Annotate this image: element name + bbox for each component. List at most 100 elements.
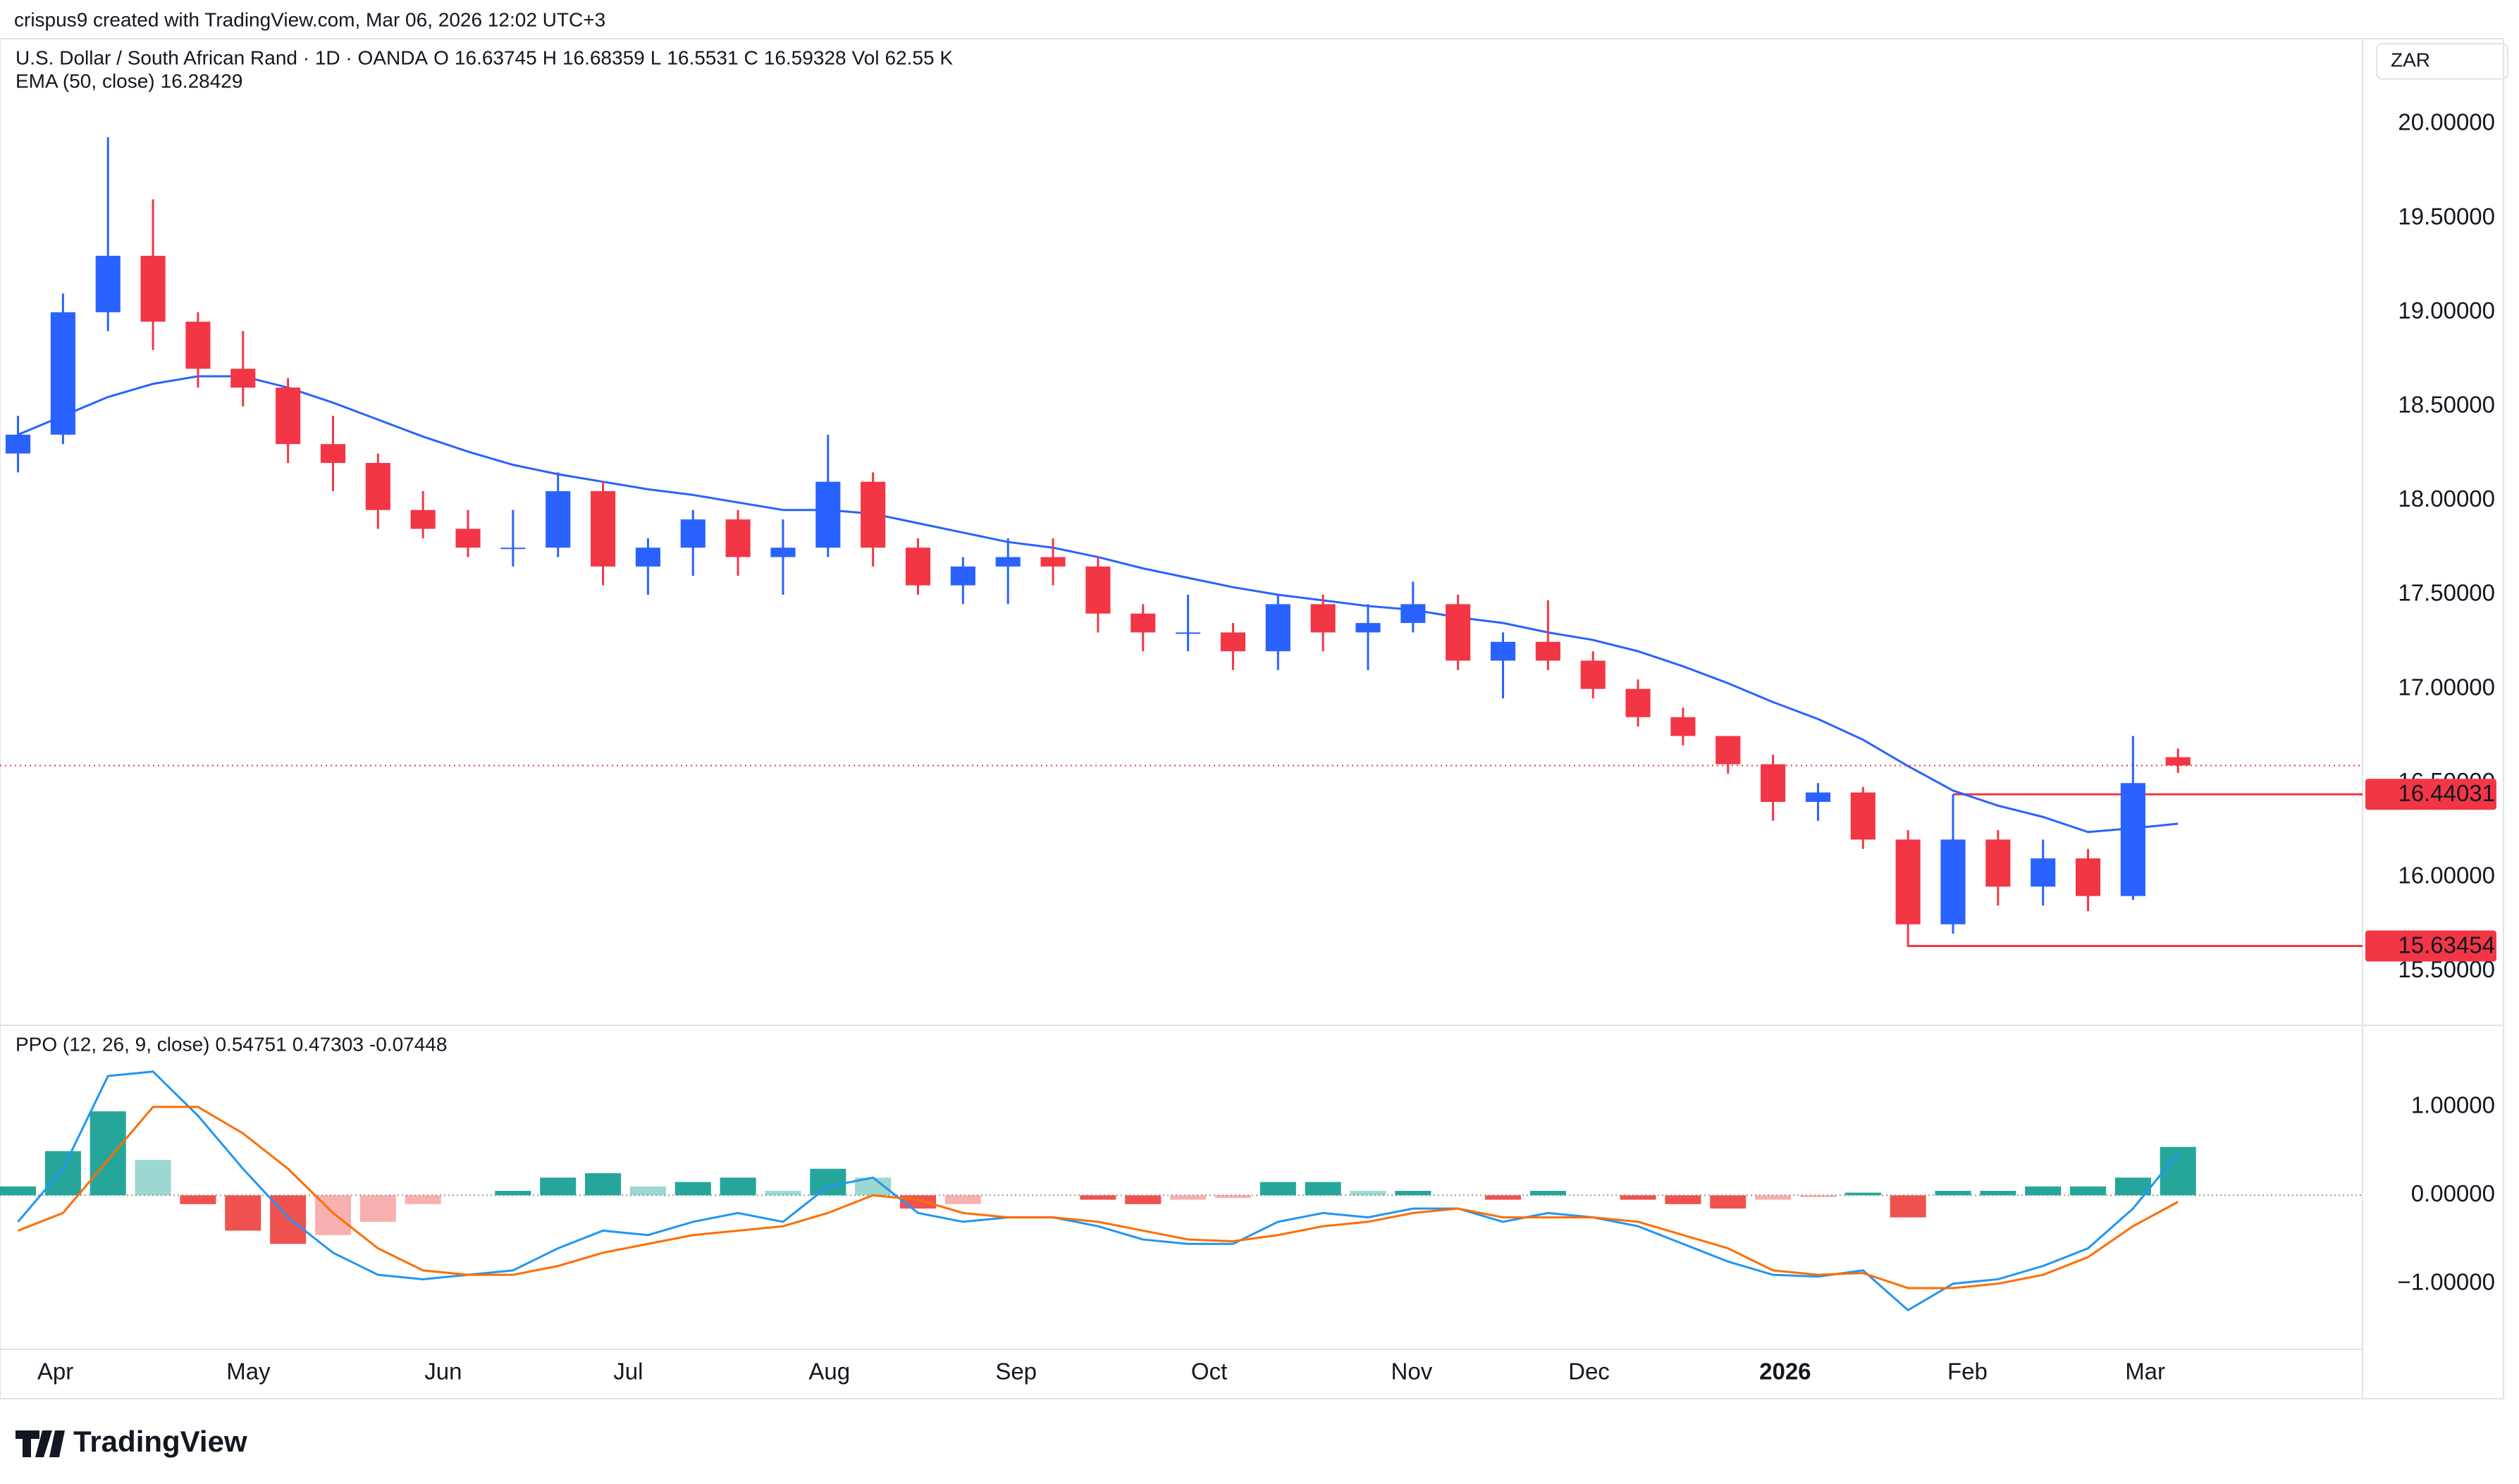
x-tick-label: Sep: [995, 1359, 1037, 1385]
candle-body: [1580, 660, 1606, 689]
x-tick-label: Nov: [1391, 1359, 1433, 1385]
ppo-histogram-bar: [359, 1195, 396, 1222]
ppo-histogram-bar: [1395, 1191, 1431, 1196]
ppo-histogram-bar: [1170, 1195, 1207, 1200]
ppo-histogram-bar: [1305, 1182, 1341, 1196]
candle-body: [995, 557, 1021, 567]
candle-body: [1400, 604, 1426, 624]
x-tick-label: May: [226, 1359, 271, 1385]
candle-body: [185, 321, 211, 369]
ppo-histogram-bar: [1890, 1195, 1926, 1218]
candle-body: [365, 462, 390, 510]
candle-body: [1670, 717, 1696, 736]
y-tick-label: 16.00000: [2398, 862, 2495, 889]
candle-body: [815, 481, 841, 548]
chart-frame: [0, 38, 2504, 1399]
candle-body: [140, 255, 166, 322]
symbol-title: U.S. Dollar / South African Rand · 1D · …: [16, 47, 428, 68]
candle-body: [680, 519, 706, 548]
ppo-histogram-bar: [1755, 1195, 1792, 1200]
candle-body: [1805, 792, 1831, 802]
ppo-histogram-bar: [765, 1191, 801, 1196]
currency[interactable]: ZAR: [2391, 49, 2430, 70]
y-tick-label: 19.00000: [2398, 297, 2495, 323]
ppo-histogram-bar: [675, 1182, 711, 1196]
ppo-histogram-bar: [1620, 1195, 1656, 1200]
ppo-histogram-bar: [1214, 1195, 1251, 1199]
ppo-histogram-bar: [1484, 1195, 1522, 1200]
ohlc-label: L: [651, 47, 662, 68]
y-tick-label: 17.50000: [2398, 580, 2495, 606]
ohlc-label: C: [744, 47, 758, 68]
ppo-histogram-bar: [495, 1191, 531, 1196]
ppo-histogram-bar: [1980, 1191, 2016, 1196]
candle-body: [1131, 613, 1156, 633]
level-label: 16.44031: [2398, 780, 2495, 806]
ppo-histogram-bar: [944, 1195, 981, 1204]
ppo-histogram-bar: [2069, 1186, 2107, 1196]
hist-value: 0.54751: [215, 1033, 286, 1055]
level-label: 15.63454: [2398, 932, 2495, 958]
candle-body: [1535, 641, 1560, 661]
ppo-histogram-bar: [1080, 1195, 1116, 1200]
y-tick-label: 18.00000: [2398, 486, 2495, 512]
ohlc-label: O: [433, 47, 449, 68]
y-tick-label: 18.50000: [2398, 392, 2495, 418]
x-tick-label: Feb: [1947, 1359, 1988, 1385]
ppo-tick-label: 0.00000: [2411, 1180, 2495, 1206]
candle-body: [1220, 632, 1245, 652]
candle-body: [1355, 623, 1381, 633]
ppo-histogram-bar: [1350, 1191, 1386, 1196]
ppo-histogram-bar: [1260, 1182, 1296, 1196]
candle-body: [1446, 604, 1471, 661]
ppo-value: 0.47303: [292, 1033, 364, 1055]
ppo-histogram-bar: [44, 1151, 81, 1196]
candle-body: [1761, 764, 1786, 802]
logo-text: TradingView: [73, 1425, 247, 1458]
candle-body: [2120, 783, 2145, 896]
ppo-tick-label: −1.00000: [2397, 1268, 2495, 1294]
ppo-histogram-bar: [720, 1177, 756, 1196]
candle-body: [1850, 792, 1876, 840]
candle-body: [410, 509, 436, 529]
ppo-histogram-bar: [90, 1111, 126, 1196]
candle-body: [770, 548, 796, 557]
candle-body: [320, 444, 346, 463]
ppo-line: [17, 1070, 2179, 1312]
candle-body: [1716, 736, 1741, 765]
ppo-histogram-bar: [1844, 1192, 1881, 1196]
candle-body: [276, 388, 301, 445]
y-tick-label: 19.50000: [2398, 203, 2495, 229]
candle-body: [2075, 858, 2101, 896]
candle-body: [861, 481, 886, 548]
x-tick-label: Oct: [1191, 1359, 1227, 1385]
candle-body: [5, 434, 31, 454]
ppo-histogram-bar: [405, 1195, 441, 1204]
level-label-box: [2365, 930, 2496, 962]
x-tick-label: Jun: [424, 1359, 462, 1385]
level-label-box: [2365, 779, 2496, 810]
ohlc-value: 16.63745: [455, 47, 537, 68]
y-tick-label: 17.00000: [2398, 674, 2495, 700]
currency-button[interactable]: [2376, 43, 2508, 80]
ppo-histogram-bar: [2025, 1186, 2062, 1196]
x-tick-label: Jul: [613, 1359, 643, 1385]
ppo-histogram-bar: [1710, 1195, 1747, 1209]
candle-body: [500, 548, 526, 550]
ppo-histogram-bar: [180, 1195, 216, 1204]
candle-body: [725, 519, 751, 557]
candle-body: [1085, 566, 1111, 614]
candle-body: [1985, 839, 2011, 887]
candle-body: [1625, 688, 1651, 717]
ppo-label: PPO (12, 26, 9, close): [16, 1033, 209, 1055]
candle-body: [455, 528, 481, 548]
ppo-histogram-bar: [225, 1195, 261, 1231]
candle-body: [1040, 557, 1066, 567]
credit: crispus9 created with TradingView.com, M…: [14, 8, 605, 30]
ema-label: EMA (50, close): [16, 70, 155, 92]
ppo-histogram-bar: [1529, 1191, 1566, 1196]
x-tick-label: Apr: [37, 1359, 73, 1385]
ohlc-value: 16.5531: [667, 47, 738, 68]
ppo-histogram-bar: [629, 1186, 666, 1196]
candle-body: [1895, 839, 1921, 925]
